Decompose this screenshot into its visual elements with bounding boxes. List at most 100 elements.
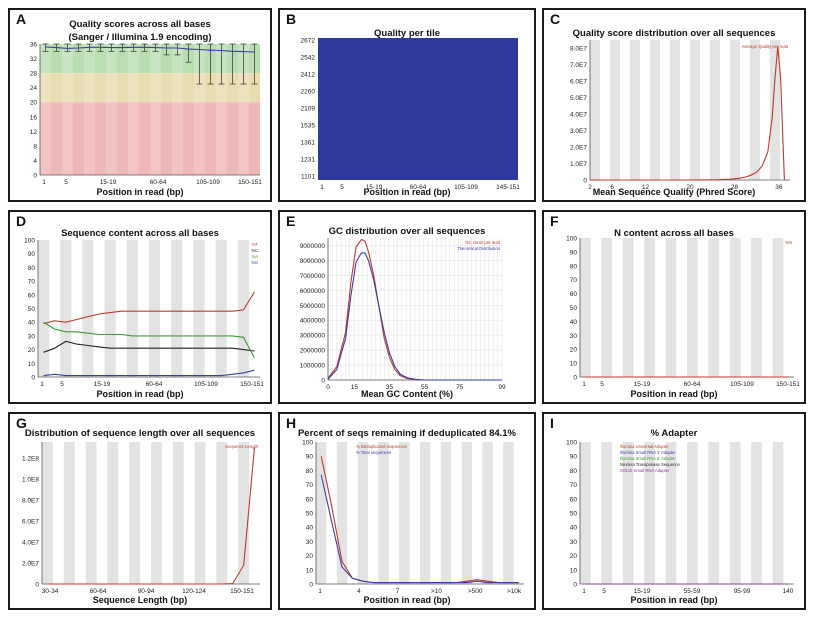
grid-stripe — [687, 238, 698, 377]
y-tick-label: 70 — [306, 482, 314, 489]
legend-entry: GC count per read — [466, 240, 501, 245]
grid-stripe — [149, 240, 161, 377]
x-tick-label: 5 — [340, 184, 344, 191]
grid-stripe — [690, 40, 700, 180]
grid-stripe — [104, 240, 116, 377]
y-tick-label: 10 — [306, 567, 314, 574]
legend-entry: Nextera Transposase Sequence — [620, 462, 680, 467]
chart-h-plot: 0 10 20 30 40 50 60 70 80 90 100 1 4 7 >10 >500 >10k % De… — [302, 440, 524, 595]
legend-entry: %A — [251, 254, 258, 259]
gc-series-line — [327, 252, 502, 381]
series-line-pct-G — [43, 369, 255, 377]
y-tick-label: 2.0E7 — [22, 560, 39, 567]
x-tick-label: 5 — [64, 179, 68, 186]
grid-stripe — [729, 442, 741, 584]
grid-stripe — [194, 44, 205, 175]
y-tick-label: 1.0E7 — [570, 161, 587, 168]
chart-title: Quality score distribution over all sequ… — [572, 28, 776, 39]
x-tick-label: 5 — [60, 381, 64, 388]
y-tick-label: 70 — [28, 279, 36, 286]
y-tick-label: 10 — [28, 361, 36, 368]
x-axis-label: Position in read (bp) — [630, 595, 718, 605]
x-tick-label: 30-34 — [42, 588, 59, 595]
x-tick-label: 2 — [588, 184, 592, 191]
quality-distribution-line — [590, 46, 785, 181]
tile-heatmap — [318, 38, 518, 180]
chart-d-plot: 0 10 20 30 40 50 60 70 80 90 100 1 5 15-19 60-64 105-10… — [24, 238, 264, 389]
panel-c: C Quality score distribution over all se… — [542, 8, 806, 202]
grid-stripe — [336, 442, 348, 584]
y-tick-label: 90 — [570, 249, 578, 256]
series-line-pct-T — [43, 291, 255, 325]
y-tick-label: 32 — [30, 56, 38, 63]
y-tick-label: 80 — [306, 468, 314, 475]
x-tick-label: 1 — [582, 381, 586, 388]
grid-stripe — [238, 44, 249, 175]
x-axis-label: Position in read (bp) — [630, 389, 718, 399]
legend-entry: Illumina Small RNA 5' Adapter — [620, 456, 676, 461]
chart-title: % Adapter — [650, 428, 698, 439]
x-tick-label: 60-64 — [146, 381, 163, 388]
y-tick-label: 60 — [28, 292, 36, 299]
grid-stripe — [316, 442, 327, 584]
grid-stripe — [82, 240, 94, 377]
x-tick-label: 60-64 — [90, 588, 107, 595]
y-tick-label: 0 — [573, 375, 577, 382]
legend-entry: Average Quality per read — [742, 44, 789, 49]
chart-f-plot: 0 10 20 30 40 50 60 70 80 90 100 1 5 15-19 60-64 105-10… — [566, 236, 800, 389]
grid-stripe — [63, 442, 75, 584]
panel-letter: D — [16, 213, 27, 229]
y-tick-label: 40 — [306, 525, 314, 532]
y-tick-label: 1000000 — [300, 363, 326, 370]
y-tick-label: 30 — [570, 333, 578, 340]
grid-stripe — [60, 240, 72, 377]
legend-entry: %T — [252, 242, 259, 247]
x-tick-label: >10 — [431, 588, 442, 595]
series-line-pct-A — [43, 321, 255, 359]
x-tick-label: 95-99 — [734, 588, 751, 595]
x-tick-label: 7 — [396, 588, 400, 595]
x-tick-label: 60-64 — [410, 184, 427, 191]
grid-stripe — [601, 442, 613, 584]
duplication-line — [320, 474, 519, 584]
x-tick-label: 90-94 — [138, 588, 155, 595]
y-tick-label: 10 — [570, 567, 578, 574]
x-tick-label: 120-124 — [182, 588, 206, 595]
x-tick-label: 140 — [783, 588, 794, 595]
panel-letter: E — [286, 213, 296, 229]
legend-entry: %N — [785, 240, 792, 245]
panel-letter: G — [16, 415, 27, 431]
y-tick-label: 40 — [570, 525, 578, 532]
y-tick-label: 30 — [28, 333, 36, 340]
y-tick-label: 90 — [570, 454, 578, 461]
y-tick-label: 90 — [306, 454, 314, 461]
x-tick-label: 60-64 — [150, 179, 167, 186]
grid-stripe — [630, 40, 640, 180]
y-tick-label: 100 — [566, 236, 577, 243]
x-tick-label: 99 — [498, 384, 506, 391]
grid-stripe — [42, 442, 53, 584]
grid-stripe — [665, 238, 677, 377]
grid-stripe — [40, 44, 51, 175]
y-tick-label: 1361 — [301, 140, 316, 147]
x-tick-label: 28 — [731, 184, 739, 191]
y-tick-label: 0 — [309, 582, 313, 589]
grid-stripe — [772, 238, 784, 377]
grid-stripe — [215, 240, 227, 377]
grid-stripe — [622, 442, 634, 584]
x-tick-label: 1 — [318, 588, 322, 595]
grid-stripe — [730, 40, 740, 180]
x-tick-label: 35 — [386, 384, 394, 391]
y-tick-label: 6.0E7 — [570, 79, 587, 86]
y-tick-label: 1231 — [301, 157, 316, 164]
chart-g-plot: 0 2.0E7 4.0E7 6.0E7 8.0E7 1.0E8 1.2E8 30-34 60-6… — [22, 442, 260, 595]
x-tick-label: 20 — [686, 184, 694, 191]
grid-stripe — [610, 40, 620, 180]
grid-stripe — [601, 238, 613, 377]
x-tick-label: 5 — [600, 381, 604, 388]
y-tick-label: 60 — [570, 496, 578, 503]
x-tick-label: 150-151 — [230, 588, 254, 595]
x-axis-label: Position in read (bp) — [363, 595, 451, 605]
grid-stripe — [151, 442, 162, 584]
grid-stripe — [84, 44, 95, 175]
